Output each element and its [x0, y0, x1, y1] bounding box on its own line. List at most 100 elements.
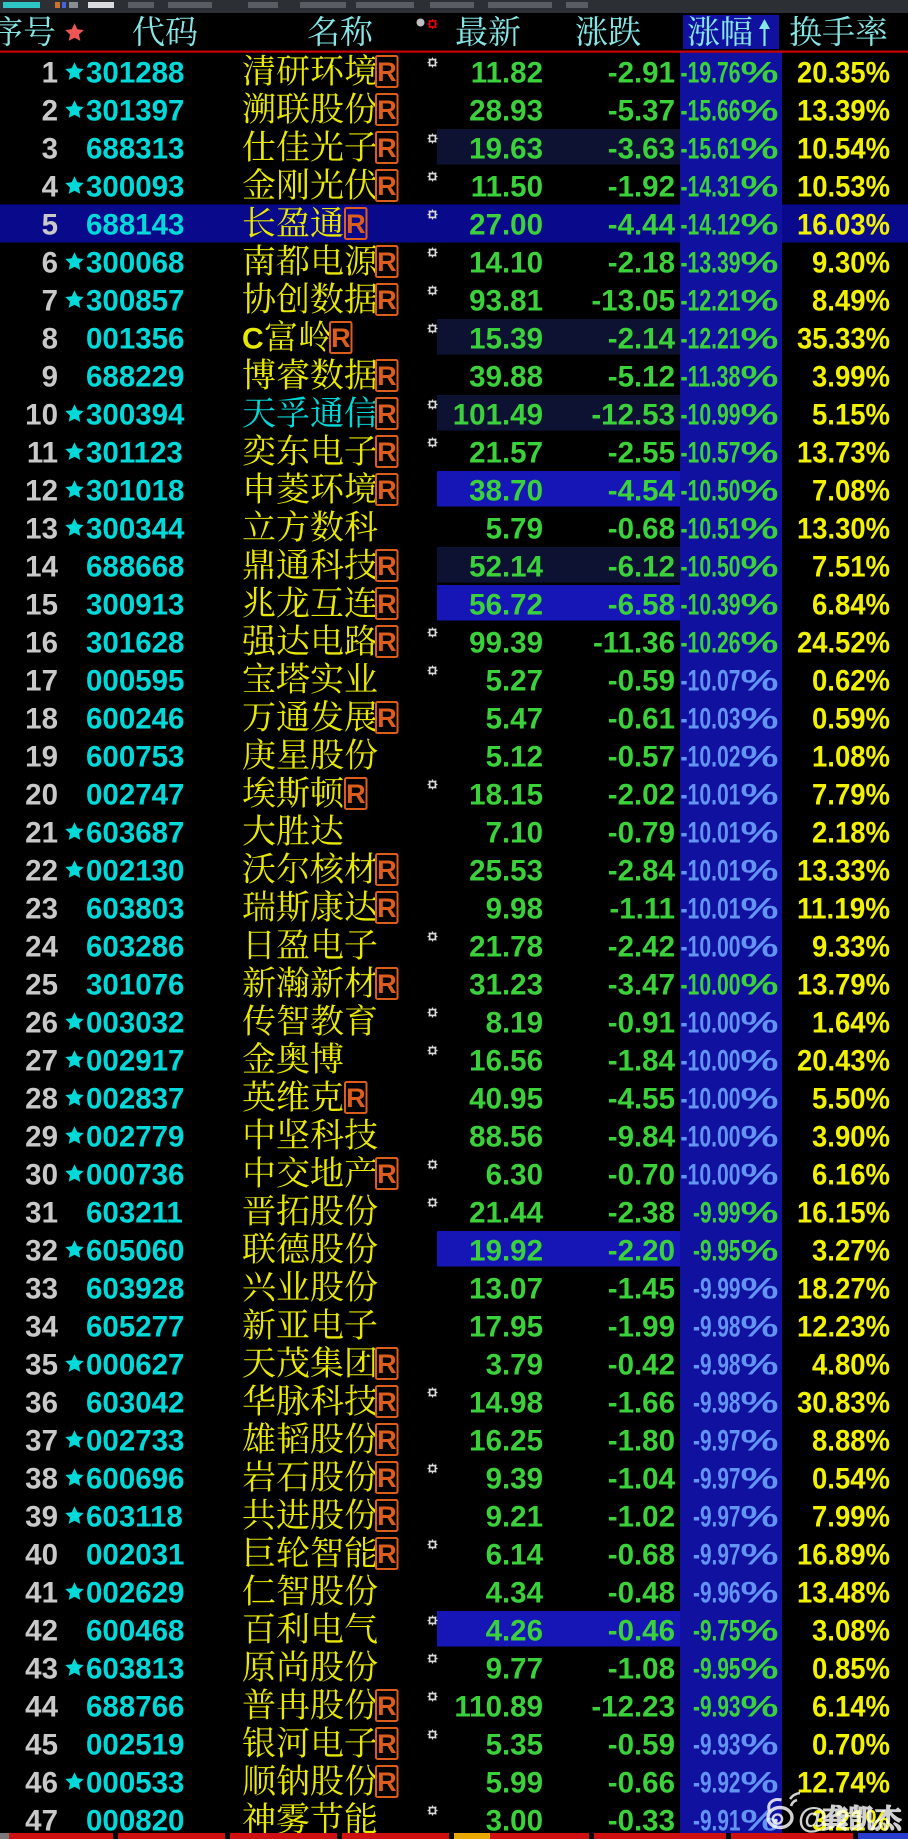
svg-text:R: R	[377, 171, 397, 201]
svg-text:1: 1	[42, 56, 58, 89]
svg-text:R: R	[377, 589, 397, 619]
svg-text:R: R	[377, 247, 397, 277]
svg-text:%: %	[741, 512, 779, 545]
svg-text:002779: 002779	[86, 1120, 184, 1153]
svg-text:-4.54: -4.54	[608, 474, 676, 507]
svg-text:-10.50: -10.50	[681, 474, 741, 507]
svg-text:R: R	[377, 285, 397, 315]
svg-text:6.30: 6.30	[486, 1158, 543, 1191]
svg-text:R: R	[346, 779, 366, 809]
svg-text:24.52%: 24.52%	[797, 626, 890, 659]
svg-text:%: %	[741, 1348, 779, 1381]
svg-text:-10.00: -10.00	[681, 1158, 741, 1191]
svg-text:%: %	[741, 1082, 779, 1115]
svg-text:-5.37: -5.37	[608, 94, 675, 127]
svg-text:300857: 300857	[86, 284, 184, 317]
svg-text:11.50: 11.50	[471, 170, 543, 203]
svg-text:8: 8	[42, 322, 58, 355]
svg-text:002629: 002629	[86, 1576, 184, 1609]
svg-text:20: 20	[25, 778, 58, 811]
svg-text:%: %	[741, 816, 779, 849]
svg-text:%: %	[741, 702, 779, 735]
svg-text:%: %	[741, 740, 779, 773]
svg-text:-10.26: -10.26	[681, 626, 741, 659]
svg-text:%: %	[741, 550, 779, 583]
svg-text:16.56: 16.56	[469, 1044, 543, 1077]
svg-text:-9.93: -9.93	[693, 1728, 741, 1761]
svg-text:6.14: 6.14	[486, 1538, 544, 1571]
svg-text:%: %	[741, 1120, 779, 1153]
svg-text:R: R	[377, 969, 397, 999]
svg-text:%: %	[741, 1766, 779, 1799]
svg-text:-10.99: -10.99	[681, 398, 741, 431]
svg-text:-2.55: -2.55	[608, 436, 675, 469]
svg-text:%: %	[741, 398, 779, 431]
svg-text:10.53%: 10.53%	[797, 170, 890, 203]
svg-text:-3.47: -3.47	[608, 968, 675, 1001]
svg-text:R: R	[377, 1387, 397, 1417]
svg-text:28.93: 28.93	[469, 94, 543, 127]
svg-text:603803: 603803	[86, 892, 184, 925]
svg-text:-9.97: -9.97	[693, 1462, 741, 1495]
svg-text:R: R	[377, 1539, 397, 1569]
svg-text:688668: 688668	[86, 550, 184, 583]
svg-text:-9.99: -9.99	[693, 1196, 741, 1229]
svg-text:C: C	[242, 322, 264, 355]
svg-text:6.84%: 6.84%	[812, 588, 890, 621]
svg-text:3: 3	[42, 132, 58, 165]
svg-text:%: %	[741, 208, 779, 241]
svg-text:-9.98: -9.98	[693, 1386, 741, 1419]
svg-text:41: 41	[25, 1576, 58, 1609]
svg-text:R: R	[377, 95, 397, 125]
svg-text:-9.91: -9.91	[693, 1804, 741, 1837]
svg-text:0.62%: 0.62%	[812, 664, 890, 697]
svg-text:31.23: 31.23	[469, 968, 543, 1001]
svg-text:%: %	[741, 284, 779, 317]
svg-text:46: 46	[25, 1766, 58, 1799]
svg-text:-1.08: -1.08	[608, 1652, 675, 1685]
svg-text:-10.39: -10.39	[681, 588, 741, 621]
svg-text:45: 45	[25, 1728, 58, 1761]
svg-text:4.26: 4.26	[486, 1614, 543, 1647]
svg-text:-1.80: -1.80	[608, 1424, 675, 1457]
svg-text:%: %	[741, 892, 779, 925]
svg-text:5.35: 5.35	[486, 1728, 543, 1761]
svg-text:9.33%: 9.33%	[812, 930, 890, 963]
svg-text:13: 13	[25, 512, 58, 545]
svg-text:R: R	[377, 855, 397, 885]
svg-text:21.44: 21.44	[469, 1196, 543, 1229]
svg-text:%: %	[741, 588, 779, 621]
svg-text:-9.97: -9.97	[693, 1538, 741, 1571]
svg-text:8.88%: 8.88%	[812, 1424, 890, 1457]
svg-text:3.90%: 3.90%	[812, 1120, 890, 1153]
svg-text:40.95: 40.95	[469, 1082, 543, 1115]
svg-text:000533: 000533	[86, 1766, 184, 1799]
svg-text:4.34: 4.34	[486, 1576, 544, 1609]
svg-text:R: R	[331, 323, 351, 353]
svg-text:-0.48: -0.48	[608, 1576, 675, 1609]
svg-text:%: %	[741, 626, 779, 659]
svg-text:7: 7	[42, 284, 58, 317]
svg-text:-12.21: -12.21	[681, 322, 741, 355]
svg-text:%: %	[741, 930, 779, 963]
svg-text:13.39%: 13.39%	[797, 94, 890, 127]
svg-text:6.16%: 6.16%	[812, 1158, 890, 1191]
svg-text:-0.46: -0.46	[608, 1614, 675, 1647]
svg-text:15: 15	[25, 588, 58, 621]
svg-text:35.33%: 35.33%	[797, 322, 890, 355]
svg-text:7.51%: 7.51%	[812, 550, 890, 583]
svg-text:21.78: 21.78	[469, 930, 543, 963]
svg-text:R: R	[377, 399, 397, 429]
svg-text:20.35%: 20.35%	[797, 56, 890, 89]
svg-text:-6.58: -6.58	[608, 588, 675, 621]
svg-text:%: %	[741, 1272, 779, 1305]
svg-text:-2.18: -2.18	[608, 246, 675, 279]
svg-text:39.88: 39.88	[469, 360, 543, 393]
svg-text:10: 10	[25, 398, 58, 431]
svg-text:002837: 002837	[86, 1082, 184, 1115]
svg-text:1.08%: 1.08%	[812, 740, 890, 773]
svg-text:R: R	[346, 209, 366, 239]
svg-text:%: %	[741, 1462, 779, 1495]
svg-text:39: 39	[25, 1500, 58, 1533]
svg-text:-10.51: -10.51	[681, 512, 741, 545]
